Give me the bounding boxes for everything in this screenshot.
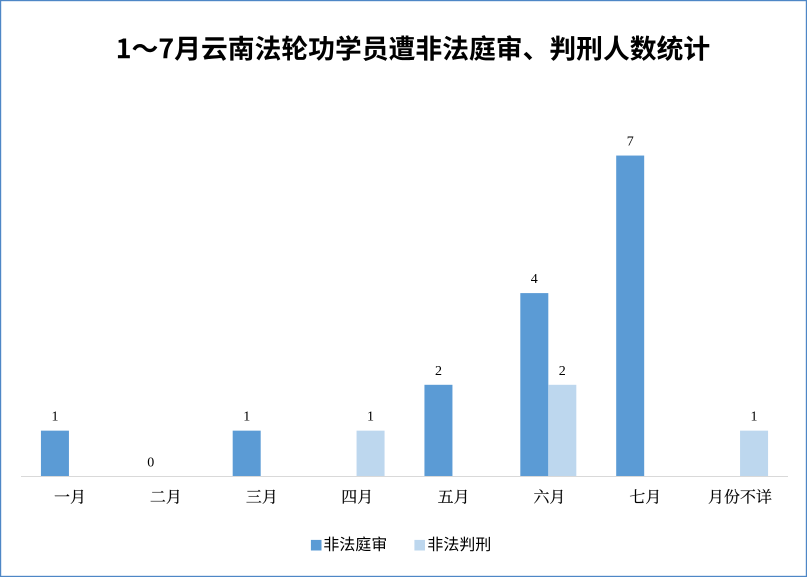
svg-text:2: 2 xyxy=(559,364,566,379)
svg-text:1: 1 xyxy=(51,410,58,425)
svg-text:2: 2 xyxy=(435,364,442,379)
svg-text:7: 7 xyxy=(627,135,634,150)
svg-text:1: 1 xyxy=(243,410,250,425)
svg-text:0: 0 xyxy=(147,456,154,471)
svg-text:4: 4 xyxy=(531,272,538,287)
svg-text:1: 1 xyxy=(367,410,374,425)
svg-text:1: 1 xyxy=(751,410,758,425)
